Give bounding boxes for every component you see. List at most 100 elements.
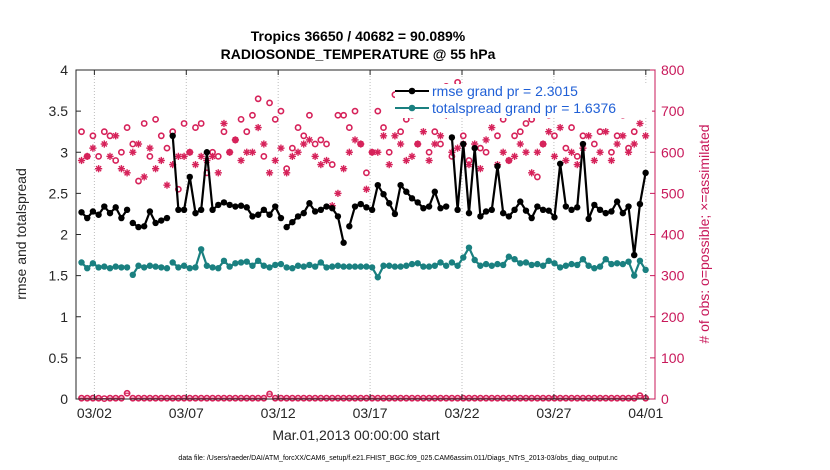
- spread-point: [294, 262, 302, 269]
- rmse-point: [163, 214, 171, 222]
- obs-assimilated-stroke: [295, 149, 302, 156]
- axes: 0 0.5 1 1.5 2 2.5 3 3.5 4 0 100 200 300 400 500 600 700 8…: [49, 62, 685, 421]
- obs-possible-marker: [294, 124, 302, 131]
- obs-assimilated-marker: [556, 123, 564, 132]
- spread-point: [642, 266, 649, 274]
- rmse-point: [294, 213, 302, 220]
- rmse-point: [106, 209, 114, 217]
- obs-assimilated-marker: [573, 160, 581, 169]
- spread-point: [368, 264, 376, 271]
- rmse-point: [596, 206, 604, 214]
- obs-possible-marker: [180, 120, 188, 127]
- obs-possible-marker: [89, 132, 97, 140]
- x-axis-tick-label: 03/17: [353, 405, 388, 421]
- obs-possible-marker: [351, 107, 359, 115]
- rmse-point: [488, 206, 495, 214]
- spread-point: [448, 259, 456, 266]
- obs-assimilated-stroke: [209, 153, 216, 160]
- left-axis-tick-label: 1: [60, 309, 68, 325]
- spread-point: [95, 264, 102, 271]
- obs-assimilated-stroke: [89, 145, 96, 152]
- rmse-point: [140, 223, 148, 230]
- rmse-point: [169, 132, 176, 139]
- right-axis-tick-label: 400: [661, 227, 685, 243]
- obs-assimilated-marker: [271, 156, 279, 165]
- legend[interactable]: rmse grand pr = 2.3015 totalspread grand…: [395, 83, 652, 118]
- rmse-point: [545, 207, 552, 214]
- spread-point: [346, 263, 353, 270]
- rmse-point: [442, 203, 450, 210]
- spread-point: [488, 262, 495, 269]
- rmse-point: [397, 181, 404, 189]
- legend-spread-label: totalspread grand pr = 1.6376: [432, 100, 616, 116]
- spread-point: [163, 265, 171, 272]
- obs-assimilated-stroke: [306, 136, 313, 143]
- rmse-point: [363, 204, 370, 211]
- spread-point: [380, 262, 387, 269]
- obs-possible-marker: [106, 132, 114, 140]
- rmse-point: [539, 206, 547, 214]
- legend-spread-marker: [408, 104, 416, 112]
- obs-assimilated-marker: [533, 148, 541, 156]
- obs-assimilated-marker: [83, 152, 91, 160]
- right-axis-tick-label: 700: [661, 103, 685, 119]
- obs-assimilated-stroke: [551, 153, 558, 160]
- obs-possible-marker: [579, 132, 587, 140]
- obs-possible-marker: [630, 128, 638, 136]
- obs-possible-marker: [511, 132, 518, 140]
- spread-point: [374, 274, 382, 281]
- obs-possible-marker: [363, 169, 370, 177]
- spread-point: [215, 265, 222, 272]
- rmse-point: [471, 144, 478, 152]
- spread-point: [568, 260, 575, 268]
- obs-assimilated-marker: [237, 156, 245, 165]
- obs-assimilated-stroke: [380, 132, 387, 139]
- obs-assimilated-stroke: [562, 157, 569, 164]
- obs-possible-marker: [328, 161, 336, 168]
- obs-assimilated-marker: [106, 152, 114, 160]
- obs-assimilated-stroke: [101, 141, 108, 148]
- rmse-point: [78, 209, 85, 216]
- spread-point: [442, 262, 450, 269]
- obs-possible-marker: [568, 124, 575, 131]
- spread-point: [477, 262, 484, 269]
- rmse-point: [625, 203, 632, 210]
- rmse-point: [602, 209, 609, 217]
- obs-assimilated-marker: [277, 144, 285, 152]
- rmse-point: [505, 213, 513, 220]
- obs-assimilated-marker: [112, 132, 120, 140]
- rmse-point: [197, 206, 205, 214]
- spread-point: [226, 263, 233, 270]
- obs-assimilated-marker: [300, 140, 308, 148]
- obs-possible-marker: [243, 128, 251, 136]
- obs-possible-marker: [220, 128, 228, 136]
- obs-assimilated-stroke: [124, 169, 131, 176]
- rmse-point: [334, 213, 342, 220]
- obs-possible-marker: [397, 128, 405, 136]
- obs-assimilated-marker: [550, 152, 559, 160]
- obs-assimilated-stroke: [619, 132, 626, 139]
- obs-possible-marker: [249, 111, 256, 119]
- obs-assimilated-stroke: [272, 157, 279, 164]
- rmse-point: [511, 206, 518, 214]
- rmse-point: [585, 215, 592, 223]
- spread-point: [574, 261, 581, 269]
- obs-assimilated-marker: [419, 128, 427, 136]
- obs-assimilated-stroke: [534, 149, 541, 156]
- obs-assimilated-marker: [482, 136, 490, 144]
- spread-point: [505, 253, 513, 260]
- spread-point: [329, 263, 336, 270]
- obs-assimilated-marker: [89, 144, 97, 152]
- obs-assimilated-marker: [340, 165, 348, 173]
- obs-assimilated-marker: [607, 156, 616, 165]
- spread-point: [175, 264, 182, 271]
- spread-point: [300, 263, 307, 270]
- rmse-point: [517, 198, 524, 205]
- obs-assimilated-marker: [402, 156, 410, 165]
- rmse-point: [494, 163, 501, 170]
- obs-assimilated-marker: [642, 132, 650, 140]
- rmse-point: [448, 134, 456, 141]
- rmse-point: [283, 223, 290, 231]
- obs-assimilated-stroke: [420, 128, 427, 135]
- rmse-point: [380, 190, 387, 198]
